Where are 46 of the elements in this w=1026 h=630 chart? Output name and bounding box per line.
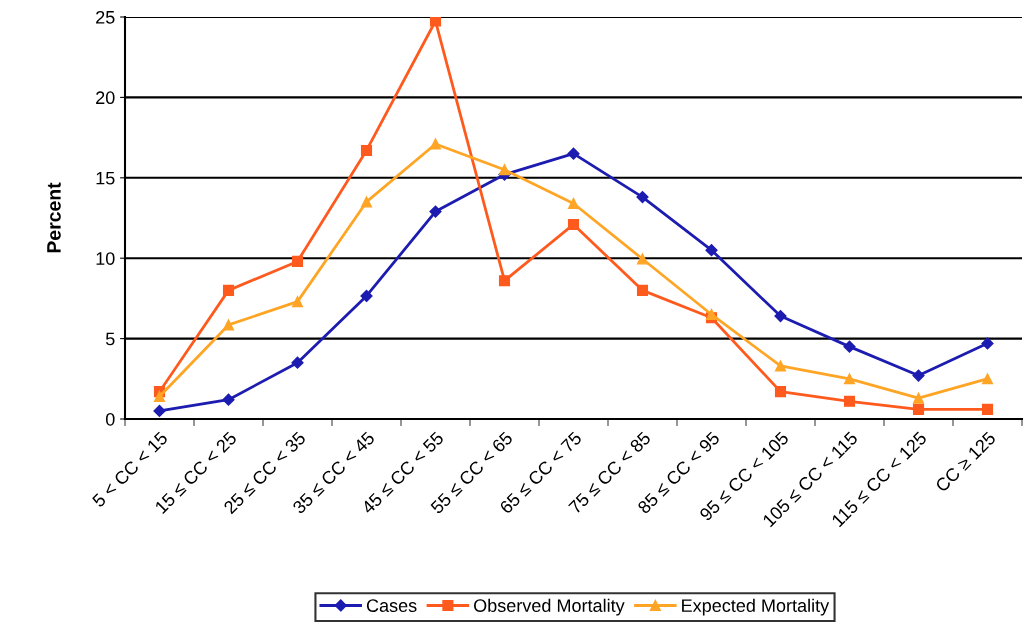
point xyxy=(636,190,649,204)
point xyxy=(360,144,373,157)
point xyxy=(567,147,580,160)
y-tick-label: 10 xyxy=(96,252,115,265)
point xyxy=(843,340,856,353)
point xyxy=(567,218,580,230)
point xyxy=(912,403,925,415)
point xyxy=(291,255,304,267)
point xyxy=(774,309,787,323)
point xyxy=(222,393,235,406)
y-tick-label: 15 xyxy=(96,171,115,185)
point xyxy=(774,360,787,372)
point xyxy=(498,164,511,176)
point xyxy=(774,386,787,398)
point xyxy=(291,296,304,308)
point xyxy=(705,308,718,321)
point xyxy=(981,403,994,415)
y-tick-label: 0 xyxy=(105,412,115,426)
point xyxy=(912,392,925,404)
point xyxy=(222,284,235,296)
point xyxy=(429,138,442,150)
point xyxy=(291,356,304,369)
point xyxy=(843,395,856,407)
point xyxy=(360,289,373,303)
point xyxy=(429,17,442,27)
legend-label: Expected Mortality xyxy=(682,598,830,616)
x-tick-label: CC ≥ 125 xyxy=(934,430,997,493)
point xyxy=(912,369,925,382)
point xyxy=(153,404,166,418)
point xyxy=(222,319,235,331)
point xyxy=(981,373,994,385)
legend-label: Cases xyxy=(366,599,417,612)
point xyxy=(360,196,373,208)
point xyxy=(429,205,442,218)
y-axis-title: Percent xyxy=(47,182,61,253)
point xyxy=(636,284,649,296)
point xyxy=(705,244,718,257)
point xyxy=(981,337,994,350)
point xyxy=(636,253,649,265)
point xyxy=(153,390,166,403)
legend-label: Observed Mortality xyxy=(474,598,625,616)
y-tick-label: 20 xyxy=(96,91,115,105)
point xyxy=(843,373,856,385)
point xyxy=(498,275,511,287)
y-tick-label: 25 xyxy=(96,10,115,24)
y-tick-label: 5 xyxy=(105,332,115,346)
